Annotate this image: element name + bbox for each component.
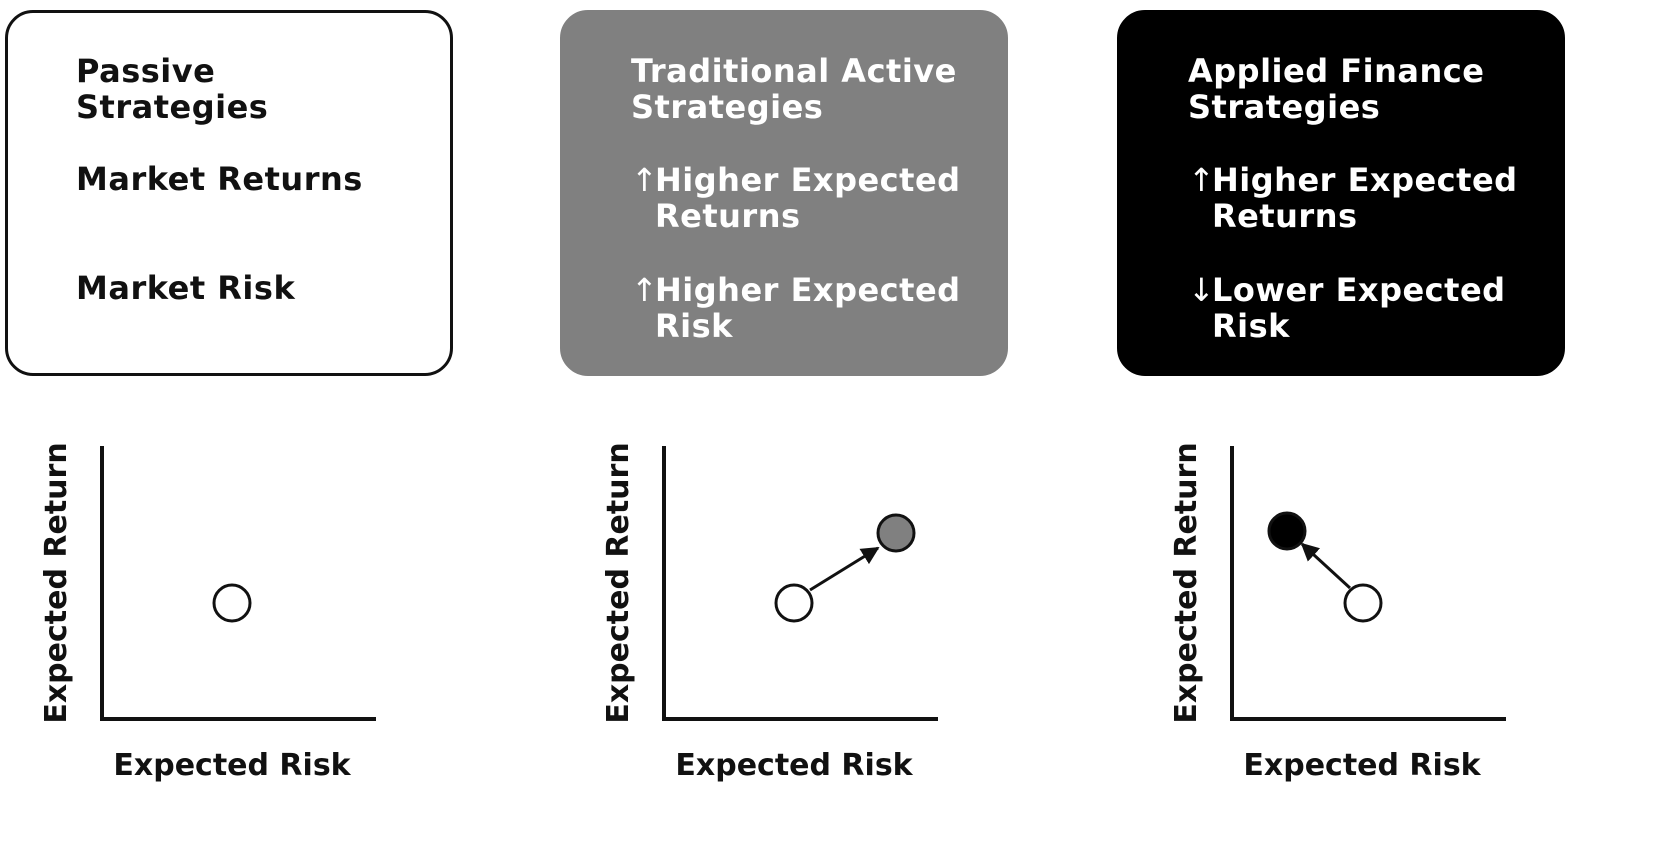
y-axis-label: Expected Return (39, 442, 74, 723)
applied-strategy-point (1267, 511, 1307, 551)
plot-svg: Expected Risk Expected Return (39, 442, 376, 783)
x-axis-label: Expected Risk (1243, 748, 1481, 783)
y-axis-label: Expected Return (601, 442, 636, 723)
applied-finance-risk-return-plot: Expected Risk Expected Return (1160, 430, 1560, 810)
card-line-text: Higher Expected Returns (655, 161, 961, 235)
card-line-returns: ↑ Higher Expected Returns (631, 162, 1005, 234)
card-line-text: Market Risk (76, 269, 296, 307)
traditional-active-risk-return-plot: Expected Risk Expected Return (592, 430, 992, 810)
active-strategy-point (876, 513, 916, 553)
plot-svg: Expected Risk Expected Return (601, 442, 938, 783)
plot-svg: Expected Risk Expected Return (1169, 442, 1506, 783)
arrow-up-icon: ↑ (631, 161, 659, 199)
market-point (774, 583, 814, 623)
arrow-up-icon: ↑ (1188, 161, 1216, 199)
card-line-risk: ↓ Lower Expected Risk (1188, 272, 1562, 344)
x-axis-label: Expected Risk (113, 748, 351, 783)
arrow-down-icon: ↓ (1188, 271, 1216, 309)
y-axis-label: Expected Return (1169, 442, 1204, 723)
passive-risk-return-plot: Expected Risk Expected Return (30, 430, 430, 810)
card-line-returns: Market Returns (76, 161, 450, 197)
card-line-returns: ↑ Higher Expected Returns (1188, 162, 1562, 234)
passive-strategies-card: Passive Strategies Market Returns Market… (5, 10, 453, 376)
x-axis-label: Expected Risk (675, 748, 913, 783)
shift-arrow (809, 546, 880, 592)
arrow-up-icon: ↑ (631, 271, 659, 309)
card-line-risk: Market Risk (76, 270, 450, 306)
card-title: Passive Strategies (76, 52, 269, 126)
card-line-text: Market Returns (76, 160, 363, 198)
card-title: Applied Finance Strategies (1188, 52, 1485, 126)
card-line-text: Lower Expected Risk (1212, 271, 1506, 345)
traditional-active-strategies-card: Traditional Active Strategies ↑ Higher E… (560, 10, 1008, 376)
applied-finance-strategies-card: Applied Finance Strategies ↑ Higher Expe… (1117, 10, 1565, 376)
card-line-text: Higher Expected Risk (655, 271, 961, 345)
market-point (1343, 583, 1383, 623)
card-title: Traditional Active Strategies (631, 52, 957, 126)
card-line-text: Higher Expected Returns (1212, 161, 1518, 235)
shift-arrow (1300, 542, 1352, 590)
market-point (212, 583, 252, 623)
card-line-risk: ↑ Higher Expected Risk (631, 272, 1005, 344)
